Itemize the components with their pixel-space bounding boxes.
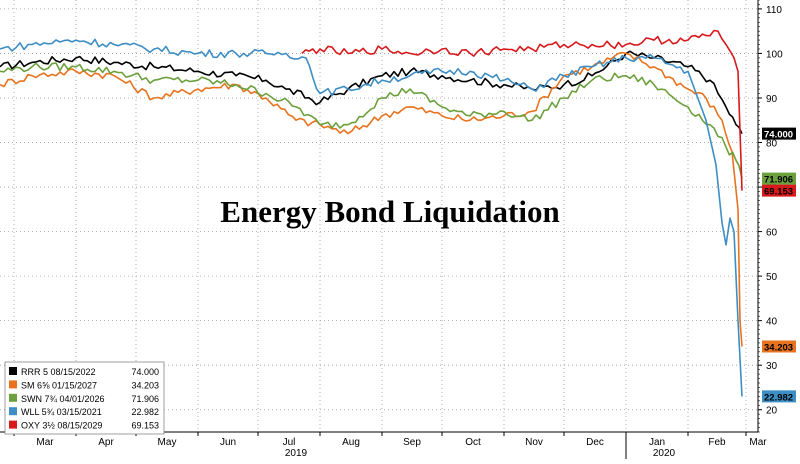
y-tick-label: 50: [766, 272, 778, 283]
value-label: 71.906: [764, 175, 793, 186]
legend-value: 69.153: [131, 421, 159, 431]
legend-swatch: [9, 367, 17, 375]
x-tick-label: Feb: [708, 437, 726, 448]
x-tick-label: Oct: [465, 437, 481, 448]
value-label-box: [762, 172, 796, 185]
series-line: [0, 62, 743, 179]
series-line: [301, 29, 743, 191]
legend-swatch: [9, 420, 17, 429]
legend-name: WLL 5¾ 03/15/2021: [21, 407, 102, 417]
value-label: 34.203: [764, 342, 793, 353]
x-tick-label: Mar: [36, 437, 54, 448]
legend-name: RRR 5 08/15/2022: [21, 367, 96, 377]
y-tick-label: 110: [766, 5, 782, 16]
y-tick-label: 30: [766, 361, 778, 372]
value-label-box: [762, 340, 796, 353]
y-tick-label: 100: [766, 49, 783, 60]
legend-swatch: [9, 407, 17, 416]
series-line: [0, 50, 743, 134]
legend-box: [4, 361, 165, 435]
legend-name: SWN 7¾ 04/01/2026: [21, 394, 105, 404]
y-tick-label: 20: [766, 406, 778, 417]
legend-value: 22.982: [131, 407, 159, 417]
x-tick-label: Nov: [525, 437, 543, 448]
value-label: 22.982: [764, 392, 793, 403]
x-tick-label: Apr: [98, 437, 114, 448]
legend-value: 74.000: [131, 367, 159, 377]
y-tick-label: 40: [766, 317, 778, 328]
x-tick-label: Jul: [283, 437, 296, 448]
legend-name: SM 6⅝ 01/15/2027: [21, 380, 97, 390]
x-tick-label: Jan: [649, 437, 665, 448]
series-line: [0, 38, 743, 397]
value-labels: 74.000 34.203 71.906 22.982 69.153: [762, 127, 796, 403]
y-tick-label: 80: [766, 139, 778, 150]
chart-title: Energy Bond Liquidation: [220, 194, 559, 229]
x-tick-label: Mar: [749, 437, 767, 448]
value-label-box: [762, 390, 796, 403]
x-tick-label: Sep: [403, 437, 421, 448]
y-tick-label: 90: [766, 94, 778, 105]
x-tick-label: Jun: [220, 437, 236, 448]
legend: RRR 5 08/15/2022 74.000 SM 6⅝ 01/15/2027 34…: [4, 361, 165, 435]
legend-swatch: [9, 393, 17, 402]
series-lines: [0, 29, 743, 397]
value-label: 69.153: [764, 187, 793, 198]
legend-name: OXY 3½ 08/15/2029: [21, 421, 102, 431]
year-label: 2020: [653, 448, 676, 459]
legend-value: 71.906: [131, 394, 159, 404]
legend-swatch: [9, 380, 17, 389]
x-tick-label: Aug: [342, 437, 360, 448]
y-tick-label: 60: [766, 228, 778, 239]
value-label-box: [762, 127, 796, 140]
x-tick-label: Dec: [586, 437, 604, 448]
year-label: 2019: [285, 448, 308, 459]
value-label: 74.000: [764, 130, 793, 141]
series-line: [0, 51, 743, 347]
legend-value: 34.203: [131, 380, 159, 390]
x-tick-label: May: [158, 437, 177, 448]
value-label-box: [762, 184, 796, 197]
